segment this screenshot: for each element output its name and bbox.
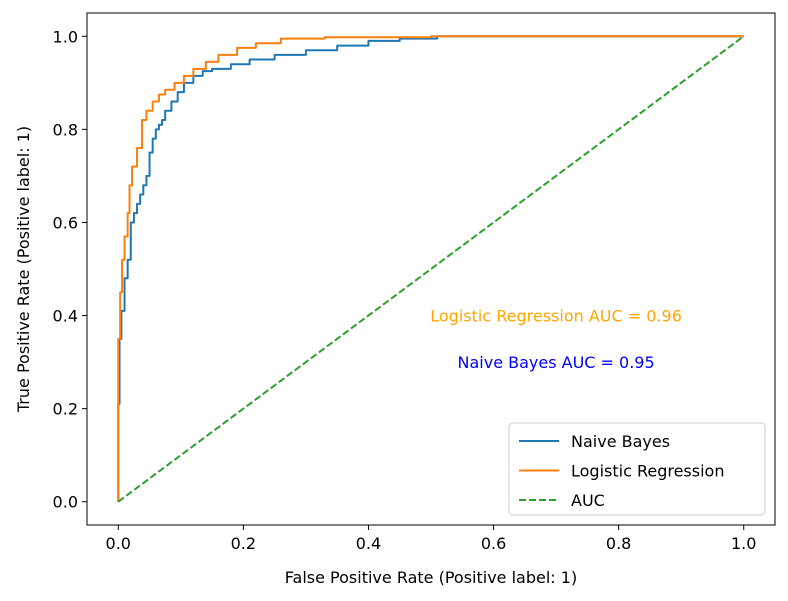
annotation-naive-bayes-auc: Naive Bayes AUC = 0.95 [458,353,655,372]
x-tick-label: 1.0 [731,534,756,553]
x-tick-label: 0.2 [231,534,256,553]
legend-entry: Naive Bayes [571,432,670,451]
y-tick-label: 0.0 [53,493,78,512]
legend-entry: AUC [571,491,605,510]
legend-box [508,422,766,516]
series-line-naive-bayes [117,35,744,502]
x-tick-label: 0.8 [606,534,631,553]
x-tick-label: 0.4 [356,534,381,553]
x-tick-label: 0.0 [106,534,131,553]
series-line-logistic-regression [117,35,744,502]
y-tick-label: 0.8 [53,120,78,139]
legend-entry: Logistic Regression [571,462,724,481]
plot-area [117,35,745,503]
axes: 0.0 0.2 0.4 0.6 0.8 1.0 0.0 0.2 0.4 0.6 0.8 1.0 [53,12,776,553]
y-tick-label: 0.2 [53,400,78,419]
y-tick-label: 0.4 [53,307,78,326]
x-tick-label: 0.6 [481,534,506,553]
y-axis-label: True Positive Rate (Positive label: 1) [14,126,33,413]
annotations: Logistic Regression AUC = 0.96 Naive Baye… [430,307,682,373]
legend: Naive Bayes Logistic Regression AUC [508,422,766,516]
plot-frame [86,12,776,526]
y-tick-label: 0.6 [53,213,78,232]
y-tick-label: 1.0 [53,27,78,46]
x-axis-label: False Positive Rate (Positive label: 1) [285,568,577,587]
annotation-logistic-regression-auc: Logistic Regression AUC = 0.96 [430,307,682,326]
